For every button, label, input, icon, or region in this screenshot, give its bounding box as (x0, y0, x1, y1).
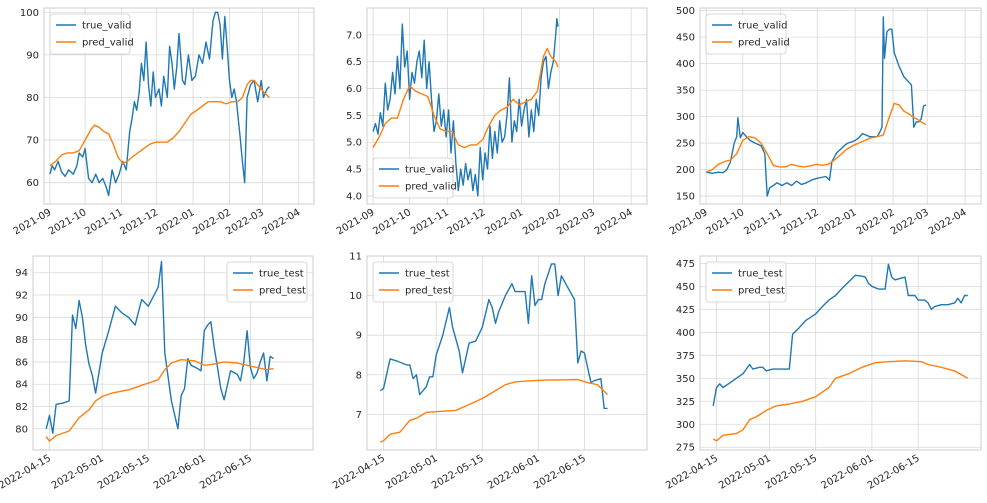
y-tick-label: 7.0 (346, 30, 362, 41)
series-line-true_valid (372, 18, 559, 197)
y-tick-label: 10 (349, 291, 362, 302)
y-tick-label: 200 (676, 165, 695, 176)
y-tick-label: 6.0 (346, 84, 362, 95)
legend-label: true_valid (82, 21, 131, 32)
legend: true_test pred_test (705, 261, 787, 303)
y-tick-label: 375 (676, 351, 695, 362)
y-tick-label: 275 (676, 443, 695, 454)
chart-1: 607080901002021-092021-102021-112021-122… (12, 7, 315, 237)
y-tick-label: 84 (15, 380, 28, 391)
y-tick-label: 350 (676, 86, 695, 97)
legend-label: pred_valid (405, 182, 457, 193)
y-tick-label: 400 (676, 59, 695, 70)
y-tick-label: 86 (15, 357, 28, 368)
axes-frame (366, 255, 648, 451)
y-tick-label: 92 (15, 291, 28, 302)
axes-frame (699, 7, 982, 205)
chart-2: 4.04.55.05.56.06.57.02021-092021-102021-… (335, 7, 648, 237)
series-line-pred_test (45, 359, 274, 442)
legend-box (372, 157, 454, 199)
legend: true_valid pred_valid (705, 13, 790, 55)
legend: true_valid pred_valid (372, 157, 457, 199)
y-tick-label: 7 (356, 410, 362, 421)
y-tick-label: 450 (676, 33, 695, 44)
series-line-true_test (379, 263, 608, 410)
legend-label: pred_valid (82, 38, 134, 49)
y-tick-label: 90 (15, 313, 28, 324)
legend-label: true_valid (738, 21, 787, 32)
legend: true_test pred_test (226, 261, 308, 303)
y-tick-label: 5.0 (346, 138, 362, 149)
chart-3: 1502002503003504004505002021-092021-1020… (668, 6, 982, 237)
series-line-pred_test (379, 378, 608, 443)
legend: true_valid pred_valid (49, 13, 134, 55)
y-tick-label: 450 (676, 282, 695, 293)
legend: true_test pred_test (372, 261, 454, 303)
y-tick-label: 4.0 (346, 191, 362, 202)
y-tick-label: 94 (15, 268, 28, 279)
legend-box (49, 13, 131, 55)
legend-label: pred_test (259, 286, 306, 297)
series-line-true_valid (705, 16, 927, 197)
y-tick-label: 80 (15, 424, 28, 435)
y-tick-label: 4.5 (346, 165, 362, 176)
legend-box (705, 13, 787, 55)
y-tick-label: 11 (349, 252, 362, 263)
y-tick-label: 400 (676, 328, 695, 339)
y-tick-label: 150 (676, 192, 695, 203)
y-tick-label: 500 (676, 6, 695, 17)
y-tick-label: 250 (676, 139, 695, 150)
series-line-pred_test (712, 360, 969, 442)
y-tick-label: 88 (15, 335, 28, 346)
y-tick-label: 80 (26, 93, 39, 104)
y-tick-label: 70 (26, 136, 39, 147)
series-line-pred_valid (705, 102, 927, 173)
y-tick-label: 5.5 (346, 111, 362, 122)
y-tick-label: 475 (676, 259, 695, 270)
legend-box (372, 261, 454, 303)
legend-label: true_test (738, 269, 783, 280)
y-tick-label: 325 (676, 397, 695, 408)
legend-box (226, 261, 308, 303)
legend-label: true_valid (405, 165, 454, 176)
y-tick-label: 82 (15, 402, 28, 413)
series-line-true_valid (49, 11, 270, 197)
series-line-true_test (712, 263, 968, 407)
axes-frame (366, 7, 648, 205)
legend-label: true_test (259, 269, 304, 280)
axes-frame (32, 255, 314, 451)
y-tick-label: 100 (20, 8, 39, 19)
legend-label: pred_test (738, 286, 785, 297)
series-line-pred_valid (372, 47, 559, 149)
legend-label: pred_valid (738, 38, 790, 49)
y-tick-label: 6.5 (346, 57, 362, 68)
y-tick-label: 9 (356, 331, 362, 342)
axes-frame (699, 255, 982, 451)
legend-label: pred_test (405, 286, 452, 297)
y-tick-label: 300 (676, 112, 695, 123)
y-tick-label: 60 (26, 178, 39, 189)
y-tick-label: 350 (676, 374, 695, 385)
series-line-true_test (45, 260, 274, 434)
y-tick-label: 300 (676, 420, 695, 431)
y-tick-label: 425 (676, 305, 695, 316)
axes-frame (43, 7, 315, 205)
series-line-pred_valid (49, 79, 270, 167)
y-tick-label: 8 (356, 370, 362, 381)
legend-label: true_test (405, 269, 450, 280)
legend-box (705, 261, 787, 303)
y-tick-label: 90 (26, 50, 39, 61)
